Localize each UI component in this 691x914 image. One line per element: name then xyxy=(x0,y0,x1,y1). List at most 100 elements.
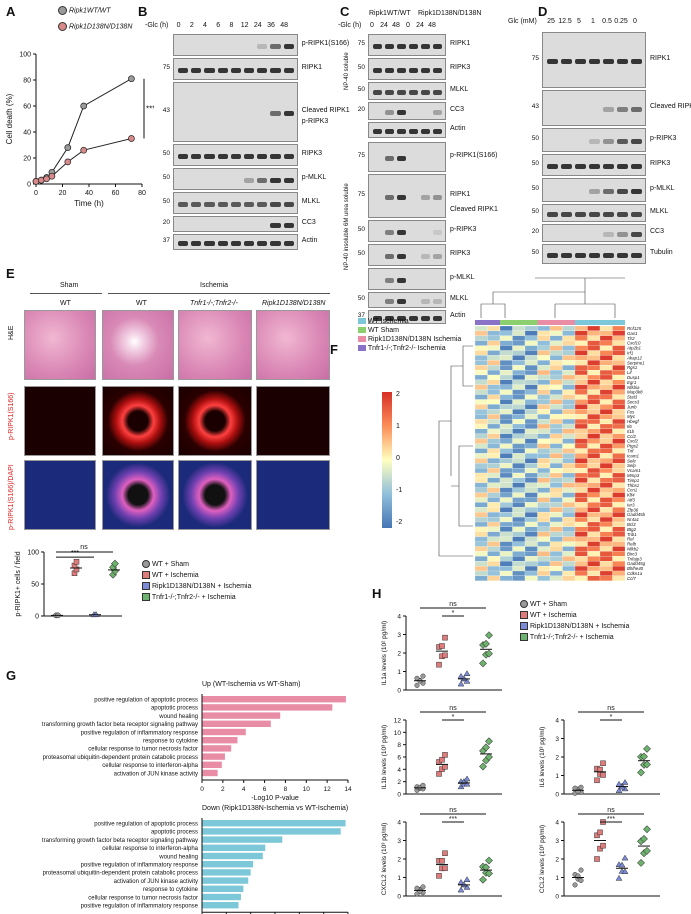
gene-label: Atf3 xyxy=(626,498,635,503)
group-bar xyxy=(587,320,600,325)
heat-cell xyxy=(562,399,576,405)
heat-cell xyxy=(587,477,601,483)
blot-band xyxy=(270,201,281,207)
blot-label: p-MLKL xyxy=(450,274,475,281)
heat-cell xyxy=(599,389,613,395)
heat-cell xyxy=(537,502,551,508)
heat-cell xyxy=(562,453,576,459)
mw-marker: 75 xyxy=(357,152,365,159)
heat-cell xyxy=(587,468,601,474)
legend-text: Tnfr1-/-;Tnfr2-/- + Ischemia xyxy=(151,593,236,601)
blot-strip xyxy=(542,32,646,88)
heat-cell xyxy=(474,512,488,518)
lane-label: 24 xyxy=(253,22,262,29)
blot-label: RIPK1 xyxy=(301,64,323,71)
blot-strip xyxy=(542,224,646,242)
panel-e-label: E xyxy=(6,266,15,281)
heat-cell xyxy=(562,507,576,513)
blot-band xyxy=(270,43,281,49)
heat-cell xyxy=(612,463,626,469)
gene-label: Mmp3 xyxy=(627,473,640,478)
g-bar xyxy=(202,893,241,901)
panel-d-lane-labels: 25 12.5 5 1 0.5 0.25 0 xyxy=(544,18,644,28)
e-point xyxy=(92,611,100,617)
heat-cell xyxy=(599,404,613,410)
blot-strip xyxy=(368,244,446,266)
heat-cell xyxy=(499,423,513,430)
gene-label: Gadd45g xyxy=(627,561,646,566)
heat-cell xyxy=(537,477,551,483)
h-point xyxy=(485,737,493,746)
heat-cell xyxy=(487,477,501,483)
heat-cell xyxy=(474,536,488,542)
heat-cell xyxy=(499,472,513,479)
heat-cell xyxy=(599,507,613,513)
heat-cell xyxy=(587,404,601,410)
blot-band xyxy=(589,211,600,217)
h-point xyxy=(463,775,471,782)
heat-cell xyxy=(574,428,588,434)
blot-label: Actin xyxy=(301,237,318,244)
panel-c-header: -Glc (h) xyxy=(338,22,362,29)
blot-strip xyxy=(368,34,446,56)
h-ytick-label: 1 xyxy=(397,669,401,676)
g-category: response to cytokine xyxy=(143,739,199,745)
blot-band xyxy=(217,201,228,207)
heat-cell xyxy=(499,482,513,488)
micrograph xyxy=(102,310,174,380)
heat-cell xyxy=(612,404,626,410)
heat-cell xyxy=(562,561,576,567)
heat-cell xyxy=(587,360,601,366)
panel-c-geno-wt: Ripk1WT/WT xyxy=(369,10,411,17)
heat-cell xyxy=(612,399,626,405)
heat-cell xyxy=(599,438,613,444)
group-bar xyxy=(600,320,613,325)
heat-cell xyxy=(487,556,501,562)
heat-cell xyxy=(612,453,626,459)
h-point xyxy=(594,856,600,862)
blot-strip xyxy=(173,34,298,56)
blot-band xyxy=(244,153,255,159)
heat-cell xyxy=(487,360,501,366)
heat-cell xyxy=(524,369,538,376)
panel-d-blots: RIPK1 75 Cleaved RIPK1 43 p-RIPK3 50 RIPK3 50 p-… xyxy=(520,32,691,264)
blot-band xyxy=(244,201,255,207)
gene-label: Il6 xyxy=(627,424,632,429)
heat-cell xyxy=(574,419,588,425)
heat-cell xyxy=(512,536,526,542)
heat-cell xyxy=(612,419,626,425)
colorbar-label: -1 xyxy=(396,487,402,494)
heat-cell xyxy=(612,423,626,430)
heat-cell xyxy=(524,570,538,577)
blot-band xyxy=(631,231,642,237)
g-category: wound healing xyxy=(158,714,198,720)
heat-cell xyxy=(574,423,588,430)
heat-cell xyxy=(487,521,501,528)
heat-cell xyxy=(474,345,488,351)
heat-cell xyxy=(574,394,588,400)
heat-cell xyxy=(549,492,563,498)
h-point xyxy=(621,854,629,861)
heat-cell xyxy=(562,384,576,390)
panel-b-label: B xyxy=(138,4,148,19)
heat-cell xyxy=(474,419,488,425)
blot-band xyxy=(421,128,430,134)
heat-cell xyxy=(574,414,588,420)
heat-cell xyxy=(574,350,588,356)
g-bar xyxy=(202,877,249,884)
heat-cell xyxy=(562,369,576,376)
panel-f-label: F xyxy=(330,342,338,357)
panel-c-blots: RIPK1 75 RIPK3 50 MLKL 50 CC3 20 Actin p-RIPK1(S1… xyxy=(350,34,520,324)
heat-cell xyxy=(562,448,576,454)
h-point xyxy=(439,857,445,864)
blot-label: p-RIPK3 xyxy=(301,118,329,125)
blot-band xyxy=(178,201,189,207)
heat-cell xyxy=(612,379,626,385)
panel-c-lane-labels: 0 24 48 0 24 48 xyxy=(366,22,466,32)
lane-label: 0 xyxy=(633,18,637,25)
mw-marker: 75 xyxy=(162,64,170,71)
heat-cell xyxy=(587,384,601,390)
heat-cell xyxy=(512,521,526,528)
blot-band xyxy=(373,89,382,95)
g-bar xyxy=(202,820,346,827)
